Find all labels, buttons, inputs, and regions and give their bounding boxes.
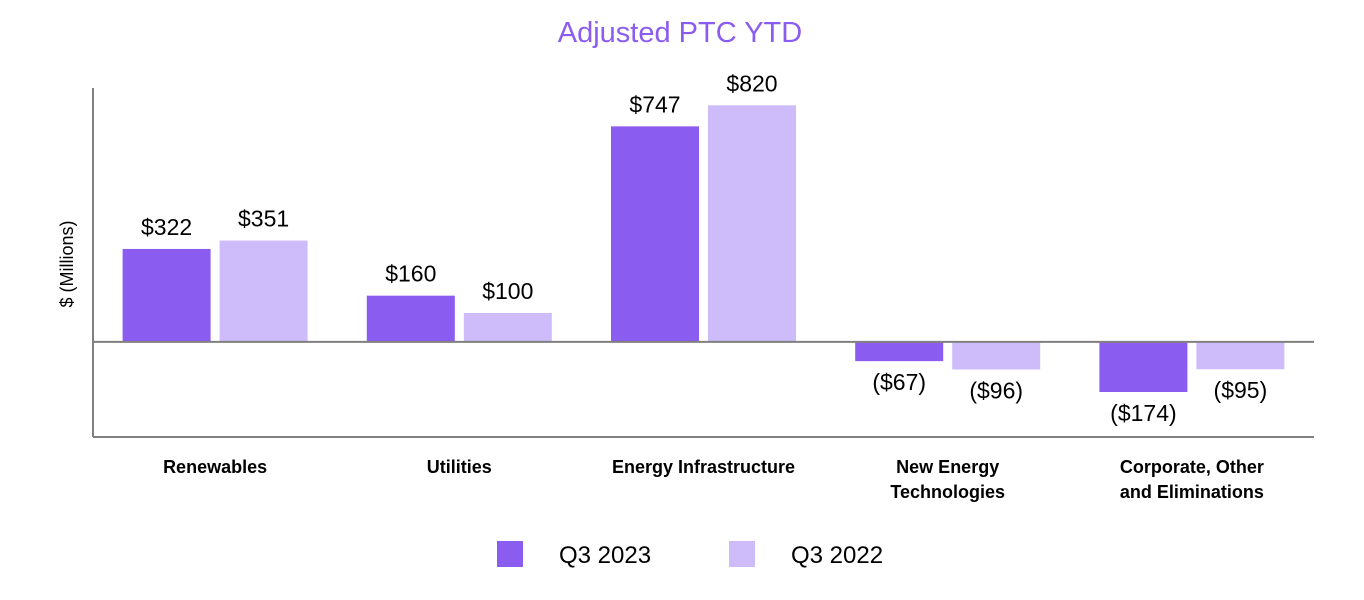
value-labels-group: $322 $351 $160 $100 $747 $820 ($67) ($96) ($174)… xyxy=(141,70,1267,426)
category-label: Renewables xyxy=(163,457,267,477)
value-label: $100 xyxy=(482,278,533,304)
value-label: ($67) xyxy=(872,369,926,395)
legend: Q3 2023 Q3 2022 xyxy=(497,541,883,569)
category-label: Energy Infrastructure xyxy=(612,457,795,477)
bar-q3-2022-0 xyxy=(219,240,308,342)
value-label: ($95) xyxy=(1214,377,1268,403)
bar-q3-2023-2 xyxy=(611,126,699,342)
category-label: and Eliminations xyxy=(1120,482,1264,502)
bar-q3-2022-3 xyxy=(952,341,1041,370)
category-labels-group: Renewables Utilities Energy Infrastructure… xyxy=(163,457,1264,502)
category-label: Utilities xyxy=(427,457,492,477)
bars-group xyxy=(122,105,1285,393)
value-label: $351 xyxy=(238,206,289,232)
value-label: ($96) xyxy=(969,378,1023,404)
bar-q3-2022-2 xyxy=(708,105,796,342)
bar-q3-2023-4 xyxy=(1099,341,1188,393)
bar-q3-2023-3 xyxy=(855,341,944,362)
category-label: Technologies xyxy=(890,482,1005,502)
legend-label-q3-2023: Q3 2023 xyxy=(559,542,651,569)
bar-q3-2023-1 xyxy=(366,295,455,342)
value-label: $160 xyxy=(385,261,436,287)
legend-label-q3-2022: Q3 2022 xyxy=(791,542,883,569)
bar-q3-2022-4 xyxy=(1196,341,1285,370)
category-label: Corporate, Other xyxy=(1120,457,1264,477)
bar-q3-2023-0 xyxy=(122,248,211,342)
value-label: $820 xyxy=(726,70,777,96)
y-axis-label: $ (Millions) xyxy=(57,220,77,307)
legend-swatch-q3-2023 xyxy=(497,541,523,567)
value-label: $747 xyxy=(629,91,680,117)
category-label: New Energy xyxy=(896,457,999,477)
value-label: ($174) xyxy=(1110,400,1176,426)
bar-q3-2022-1 xyxy=(463,312,552,342)
value-label: $322 xyxy=(141,214,192,240)
chart-title: Adjusted PTC YTD xyxy=(558,17,802,49)
legend-swatch-q3-2022 xyxy=(729,541,755,567)
